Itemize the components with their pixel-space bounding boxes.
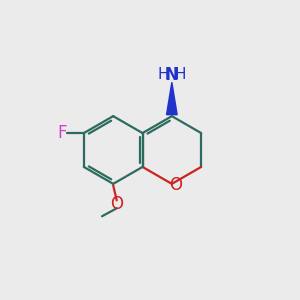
Text: H: H — [175, 68, 186, 82]
Text: N: N — [165, 66, 179, 84]
Text: F: F — [57, 124, 67, 142]
Text: H: H — [157, 68, 169, 82]
Polygon shape — [167, 82, 177, 115]
Text: O: O — [169, 176, 182, 194]
Text: O: O — [110, 196, 123, 214]
